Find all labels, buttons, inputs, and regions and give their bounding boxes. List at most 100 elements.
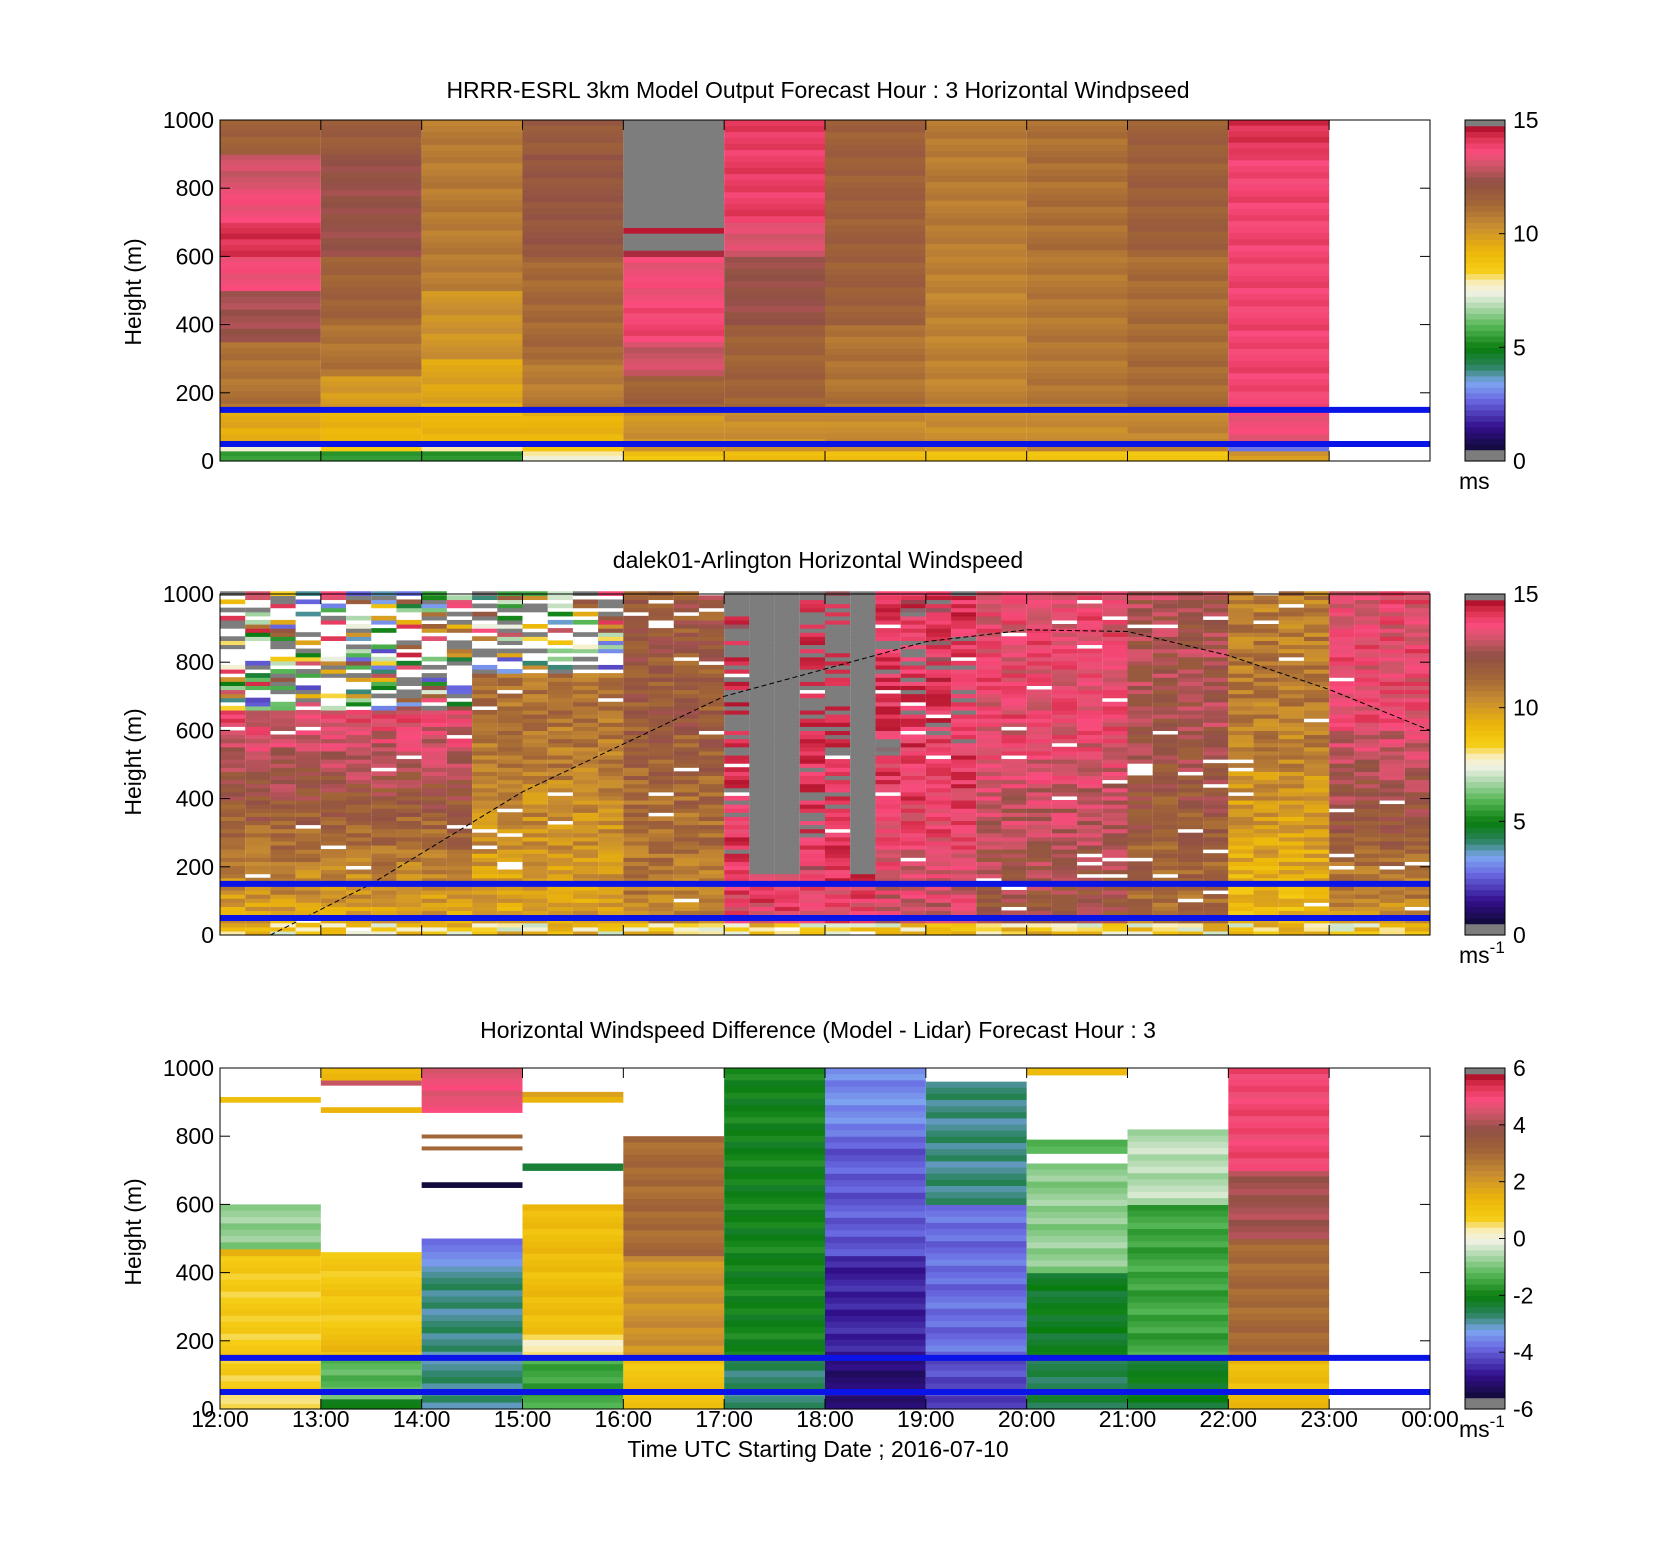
lidar-cell [270, 599, 296, 605]
lidar-cell [1203, 853, 1229, 858]
heatmap-cell [220, 1345, 321, 1353]
heatmap-cell [421, 384, 523, 392]
lidar-cell [421, 898, 447, 903]
lidar-cell [1329, 718, 1355, 723]
lidar-cell [1404, 681, 1430, 686]
lidar-cell [799, 824, 825, 830]
lidar-cell [724, 750, 750, 756]
lidar-cell [900, 861, 926, 867]
lidar-cell [1203, 930, 1229, 936]
lidar-cell [1127, 804, 1153, 809]
lidar-cell [421, 595, 447, 601]
colorbar-segment [1465, 787, 1505, 794]
lidar-cell [1152, 930, 1178, 936]
heatmap-cell [1127, 360, 1229, 368]
y-tick-label: 400 [176, 786, 214, 812]
lidar-cell [1278, 664, 1304, 670]
lidar-cell [1379, 889, 1405, 895]
lidar-cell [598, 759, 624, 764]
lidar-cell [1354, 885, 1380, 891]
heatmap-cell [925, 219, 1027, 226]
lidar-cell [1203, 628, 1229, 633]
lidar-cell [497, 619, 523, 625]
heatmap-cell [1026, 151, 1128, 158]
lidar-cell [1329, 877, 1355, 883]
heatmap-cell [522, 1272, 624, 1280]
heatmap-cell [1228, 455, 1330, 462]
lidar-cell [1152, 812, 1178, 817]
lidar-cell [245, 787, 271, 793]
lidar-cell [446, 804, 473, 809]
lidar-cell [1203, 718, 1229, 723]
lidar-cell [1253, 730, 1279, 736]
heatmap-cell [1127, 444, 1229, 452]
lidar-cell [799, 922, 825, 928]
lidar-cell [850, 689, 876, 695]
lidar-cell [598, 816, 624, 822]
lidar-cell [572, 918, 599, 924]
lidar-cell [396, 902, 422, 907]
lidar-cell [1102, 930, 1128, 936]
heatmap-cell [825, 1155, 926, 1162]
lidar-cell [270, 926, 296, 932]
heatmap-cell [623, 120, 725, 127]
lidar-cell [421, 685, 447, 691]
lidar-cell [396, 857, 422, 862]
lidar-cell [1051, 869, 1078, 875]
lidar-cell [220, 812, 246, 817]
lidar-cell [598, 898, 624, 903]
heatmap-cell [623, 1321, 725, 1329]
lidar-cell [1228, 820, 1254, 826]
lidar-cell [1001, 804, 1027, 809]
lidar-cell [421, 775, 447, 781]
lidar-cell [925, 681, 952, 686]
lidar-cell [774, 705, 800, 711]
lidar-cell [320, 877, 347, 883]
heatmap-cell [220, 1229, 321, 1237]
heatmap-cell [320, 1068, 422, 1075]
lidar-cell [1329, 824, 1355, 830]
lidar-cell [1077, 791, 1103, 797]
lidar-cell [1152, 599, 1178, 605]
heatmap-cell [522, 298, 624, 306]
heatmap-cell [1026, 323, 1128, 331]
lidar-cell [724, 889, 750, 895]
lidar-cell [1278, 628, 1304, 633]
lidar-cell [295, 812, 321, 817]
lidar-cell [346, 714, 372, 719]
lidar-cell [1127, 599, 1153, 605]
lidar-cell [875, 742, 901, 748]
lidar-cell [421, 828, 447, 834]
heatmap-cell [1026, 194, 1128, 202]
lidar-cell [472, 922, 498, 928]
lidar-cell [396, 624, 422, 629]
heatmap-cell [724, 1383, 825, 1391]
lidar-cell [799, 615, 825, 621]
colorbar-tick-label: 0 [1513, 922, 1526, 948]
heatmap-cell [320, 387, 422, 394]
lidar-cell [270, 632, 296, 637]
colorbar-segment [1465, 210, 1505, 218]
heatmap-cell [825, 306, 926, 313]
lidar-cell [1102, 820, 1128, 826]
lidar-cell [598, 599, 624, 605]
heatmap-cell [1026, 237, 1128, 245]
lidar-cell [648, 660, 674, 666]
lidar-cell [724, 603, 750, 609]
lidar-cell [472, 726, 498, 731]
lidar-cell [850, 685, 876, 691]
lidar-cell [1228, 652, 1254, 658]
lidar-cell [497, 640, 523, 646]
lidar-cell [421, 763, 447, 768]
lidar-cell [421, 689, 447, 695]
lidar-cell [925, 902, 952, 907]
lidar-cell [1026, 693, 1052, 699]
heatmap-cell [320, 398, 422, 405]
lidar-cell [1177, 709, 1204, 715]
lidar-cell [522, 828, 548, 834]
lidar-cell [1228, 738, 1254, 744]
lidar-cell [1127, 669, 1153, 674]
lidar-cell [1278, 685, 1304, 691]
heatmap-cell [1127, 194, 1229, 202]
lidar-cell [1303, 619, 1330, 625]
